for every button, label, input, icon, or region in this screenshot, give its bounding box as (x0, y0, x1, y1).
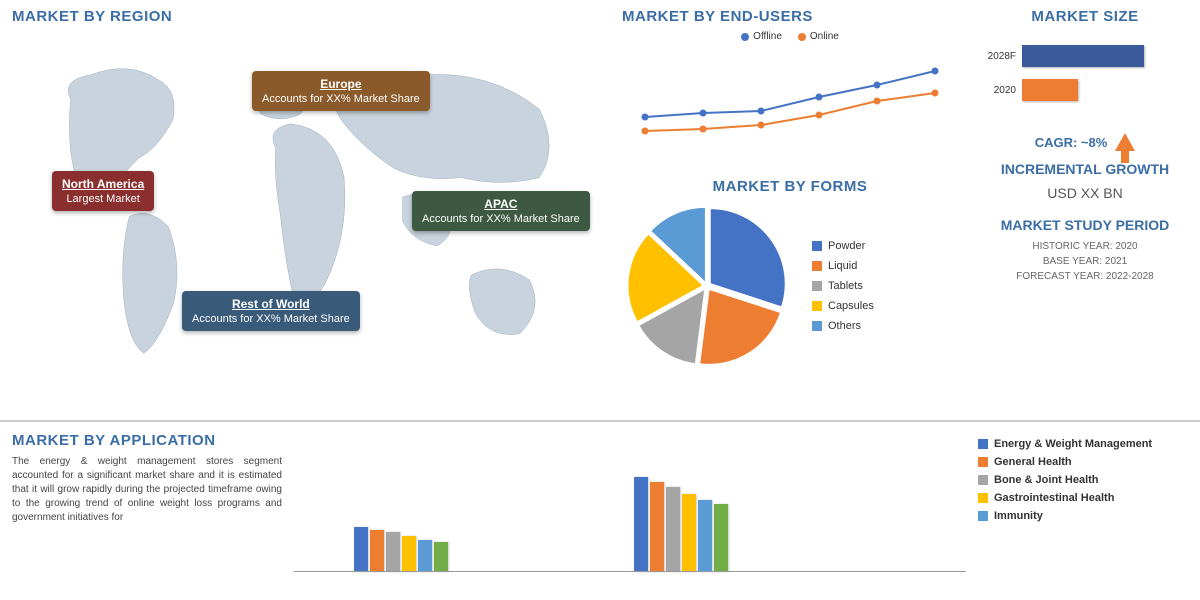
size-bar-row: 2028F (982, 41, 1188, 71)
legend-item: Capsules (812, 300, 874, 312)
application-panel: MARKET BY APPLICATION The energy & weigh… (0, 420, 1200, 600)
vbar (402, 536, 416, 572)
pie-chart (622, 201, 792, 371)
vbar (354, 527, 368, 572)
growth-title: INCREMENTAL GROWTH (982, 161, 1188, 177)
legend-item: Powder (812, 240, 874, 252)
study-title: MARKET STUDY PERIOD (982, 217, 1188, 233)
application-bar-chart (294, 432, 966, 582)
world-map: North AmericaLargest Market EuropeAccount… (12, 31, 598, 391)
legend-item: Energy & Weight Management (978, 438, 1188, 450)
size-bars: 2028F 2020 (982, 37, 1188, 127)
vbar (650, 482, 664, 572)
legend-item: Bone & Joint Health (978, 474, 1188, 486)
legend-item: Tablets (812, 280, 874, 292)
vbar (682, 494, 696, 572)
vbar (370, 530, 384, 572)
line-chart (622, 46, 958, 166)
vbar (698, 500, 712, 572)
vbar (434, 542, 448, 572)
region-callout: Rest of WorldAccounts for XX% Market Sha… (182, 291, 360, 331)
region-callout: EuropeAccounts for XX% Market Share (252, 71, 430, 111)
vbar (386, 532, 400, 572)
cagr-text: CAGR: ~8% (1035, 135, 1108, 150)
bar-group (634, 477, 728, 572)
study-line: FORECAST YEAR: 2022-2028 (982, 269, 1188, 284)
size-bar-row: 2020 (982, 75, 1188, 105)
bar-group (354, 527, 448, 572)
region-callout: APACAccounts for XX% Market Share (412, 191, 590, 231)
legend-item: Online (798, 31, 839, 42)
vbar (634, 477, 648, 572)
legend-item: Others (812, 320, 874, 332)
mid-panel: MARKET BY END-USERS Offline Online MARKET… (610, 0, 970, 420)
application-title: MARKET BY APPLICATION (12, 432, 282, 449)
legend-item: Liquid (812, 260, 874, 272)
forms-block: MARKET BY FORMS Powder Liquid Tablets Capsu… (622, 178, 958, 412)
vbar (418, 540, 432, 572)
growth-value: USD XX BN (982, 185, 1188, 201)
legend-item: Gastrointestinal Health (978, 492, 1188, 504)
application-paragraph: The energy & weight management stores se… (12, 455, 282, 525)
region-panel: MARKET BY REGION North AmericaLargest Ma… (0, 0, 610, 420)
legend-item: Offline (741, 31, 782, 42)
legend-item: Immunity (978, 510, 1188, 522)
vbar (666, 487, 680, 572)
arrow-up-icon (1115, 133, 1135, 151)
application-text-block: MARKET BY APPLICATION The energy & weigh… (12, 432, 282, 600)
cagr-row: CAGR: ~8% (982, 133, 1188, 151)
endusers-block: MARKET BY END-USERS Offline Online (622, 8, 958, 178)
right-panel: MARKET SIZE 2028F 2020 CAGR: ~8% INCREMEN… (970, 0, 1200, 420)
legend-item: General Health (978, 456, 1188, 468)
size-title: MARKET SIZE (982, 8, 1188, 25)
endusers-legend: Offline Online (622, 31, 958, 42)
study-lines: HISTORIC YEAR: 2020BASE YEAR: 2021FORECA… (982, 239, 1188, 284)
forms-legend: Powder Liquid Tablets Capsules Others (812, 240, 874, 332)
vbar (714, 504, 728, 572)
endusers-title: MARKET BY END-USERS (622, 8, 958, 25)
application-legend: Energy & Weight Management General Health… (978, 432, 1188, 600)
study-line: BASE YEAR: 2021 (982, 254, 1188, 269)
study-line: HISTORIC YEAR: 2020 (982, 239, 1188, 254)
forms-title: MARKET BY FORMS (622, 178, 958, 195)
region-title: MARKET BY REGION (12, 8, 598, 25)
region-callout: North AmericaLargest Market (52, 171, 154, 211)
